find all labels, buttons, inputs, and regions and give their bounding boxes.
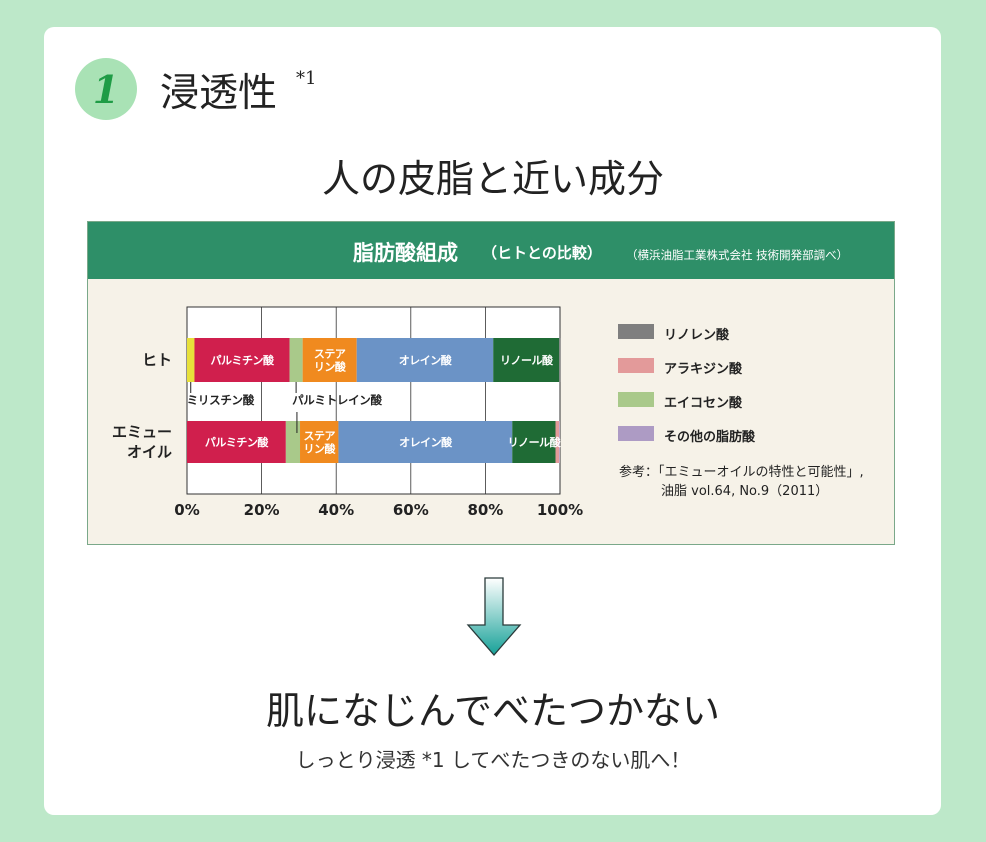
benefit-title: 肌になじんでべたつかない <box>265 689 721 733</box>
legend-swatch <box>618 426 654 441</box>
bar-segment <box>559 421 560 463</box>
bar-segment <box>194 338 290 382</box>
bar-label: リノール酸 <box>508 435 562 449</box>
legend-swatch <box>618 392 654 407</box>
bar-segment <box>187 421 286 463</box>
panel-title-sub: （ヒトとの比較） <box>482 244 602 262</box>
subheading: 人の皮脂と近い成分 <box>321 157 664 201</box>
bar-segment <box>289 338 303 382</box>
bar-label: ステア <box>314 348 346 361</box>
bar-segment <box>187 338 195 382</box>
bar-label: リン酸 <box>314 360 347 374</box>
category-label: オイル <box>127 443 172 461</box>
down-arrow-icon <box>466 577 522 656</box>
panel-title: 脂肪酸組成 <box>353 241 458 265</box>
x-tick-label: 60% <box>393 501 429 519</box>
bar-label: リノール酸 <box>500 353 554 367</box>
legend-label: アラキジン酸 <box>664 362 743 377</box>
legend-item: その他の脂肪酸 <box>618 424 838 445</box>
bar-label: ステア <box>303 430 335 443</box>
category-label: エミュー <box>112 423 172 441</box>
legend-swatch <box>618 358 654 373</box>
legend-label: リノレン酸 <box>664 328 730 343</box>
panel-source: （横浜油脂工業株式会社 技術開発部調べ） <box>626 248 849 262</box>
callout-label: パルミトレイン酸 <box>292 393 382 407</box>
legend-item: エイコセン酸 <box>618 390 838 411</box>
bar-segment <box>300 421 339 463</box>
bar-segment <box>302 338 357 382</box>
reference-line-2: 油脂 vol.64, No.9（2011） <box>661 484 829 499</box>
bar-label: パルミチン酸 <box>211 353 275 367</box>
reference-line-1: 参考：「エミューオイルの特性と可能性」, <box>619 465 864 480</box>
fatty-acid-panel: 脂肪酸組成 （ヒトとの比較） （横浜油脂工業株式会社 技術開発部調べ） 0% 20… <box>87 221 895 545</box>
callout-label: ミリスチン酸 <box>187 393 255 407</box>
bar-segment <box>559 338 561 382</box>
x-tick-label: 0% <box>174 501 199 519</box>
bar-label: オレイン酸 <box>399 353 453 367</box>
x-tick-label: 40% <box>318 501 354 519</box>
legend-label: その他の脂肪酸 <box>664 430 756 445</box>
legend-item: リノレン酸 <box>618 322 838 343</box>
bar-segment <box>285 421 301 463</box>
x-tick-label: 20% <box>244 501 280 519</box>
legend-item: アラキジン酸 <box>618 356 838 377</box>
legend-swatch <box>618 324 654 339</box>
section-number-badge: 1 <box>75 58 137 120</box>
bar-label: パルミチン酸 <box>205 435 269 449</box>
bar-segment <box>356 338 494 382</box>
reference-note: 参考：「エミューオイルの特性と可能性」, 油脂 vol.64, No.9（201… <box>619 463 864 501</box>
bar-segment <box>555 421 560 463</box>
section-title: 浸透性 <box>160 71 278 116</box>
bar-segment <box>512 421 556 463</box>
x-tick-label: 100% <box>537 501 583 519</box>
bar-segment <box>493 338 560 382</box>
panel-header: 脂肪酸組成 （ヒトとの比較） （横浜油脂工業株式会社 技術開発部調べ） <box>88 222 894 279</box>
bar-label: オレイン酸 <box>399 435 453 449</box>
category-label: ヒト <box>142 351 172 369</box>
legend-label: エイコセン酸 <box>664 396 743 411</box>
x-tick-label: 80% <box>467 501 503 519</box>
section-number: 1 <box>92 66 120 112</box>
bar-segment <box>338 421 513 463</box>
bar-label: リン酸 <box>303 442 336 456</box>
benefit-subtitle: しっとり浸透 *1 してべたつきのない肌へ！ <box>295 748 691 772</box>
section-footnote-mark: *1 <box>296 68 317 89</box>
